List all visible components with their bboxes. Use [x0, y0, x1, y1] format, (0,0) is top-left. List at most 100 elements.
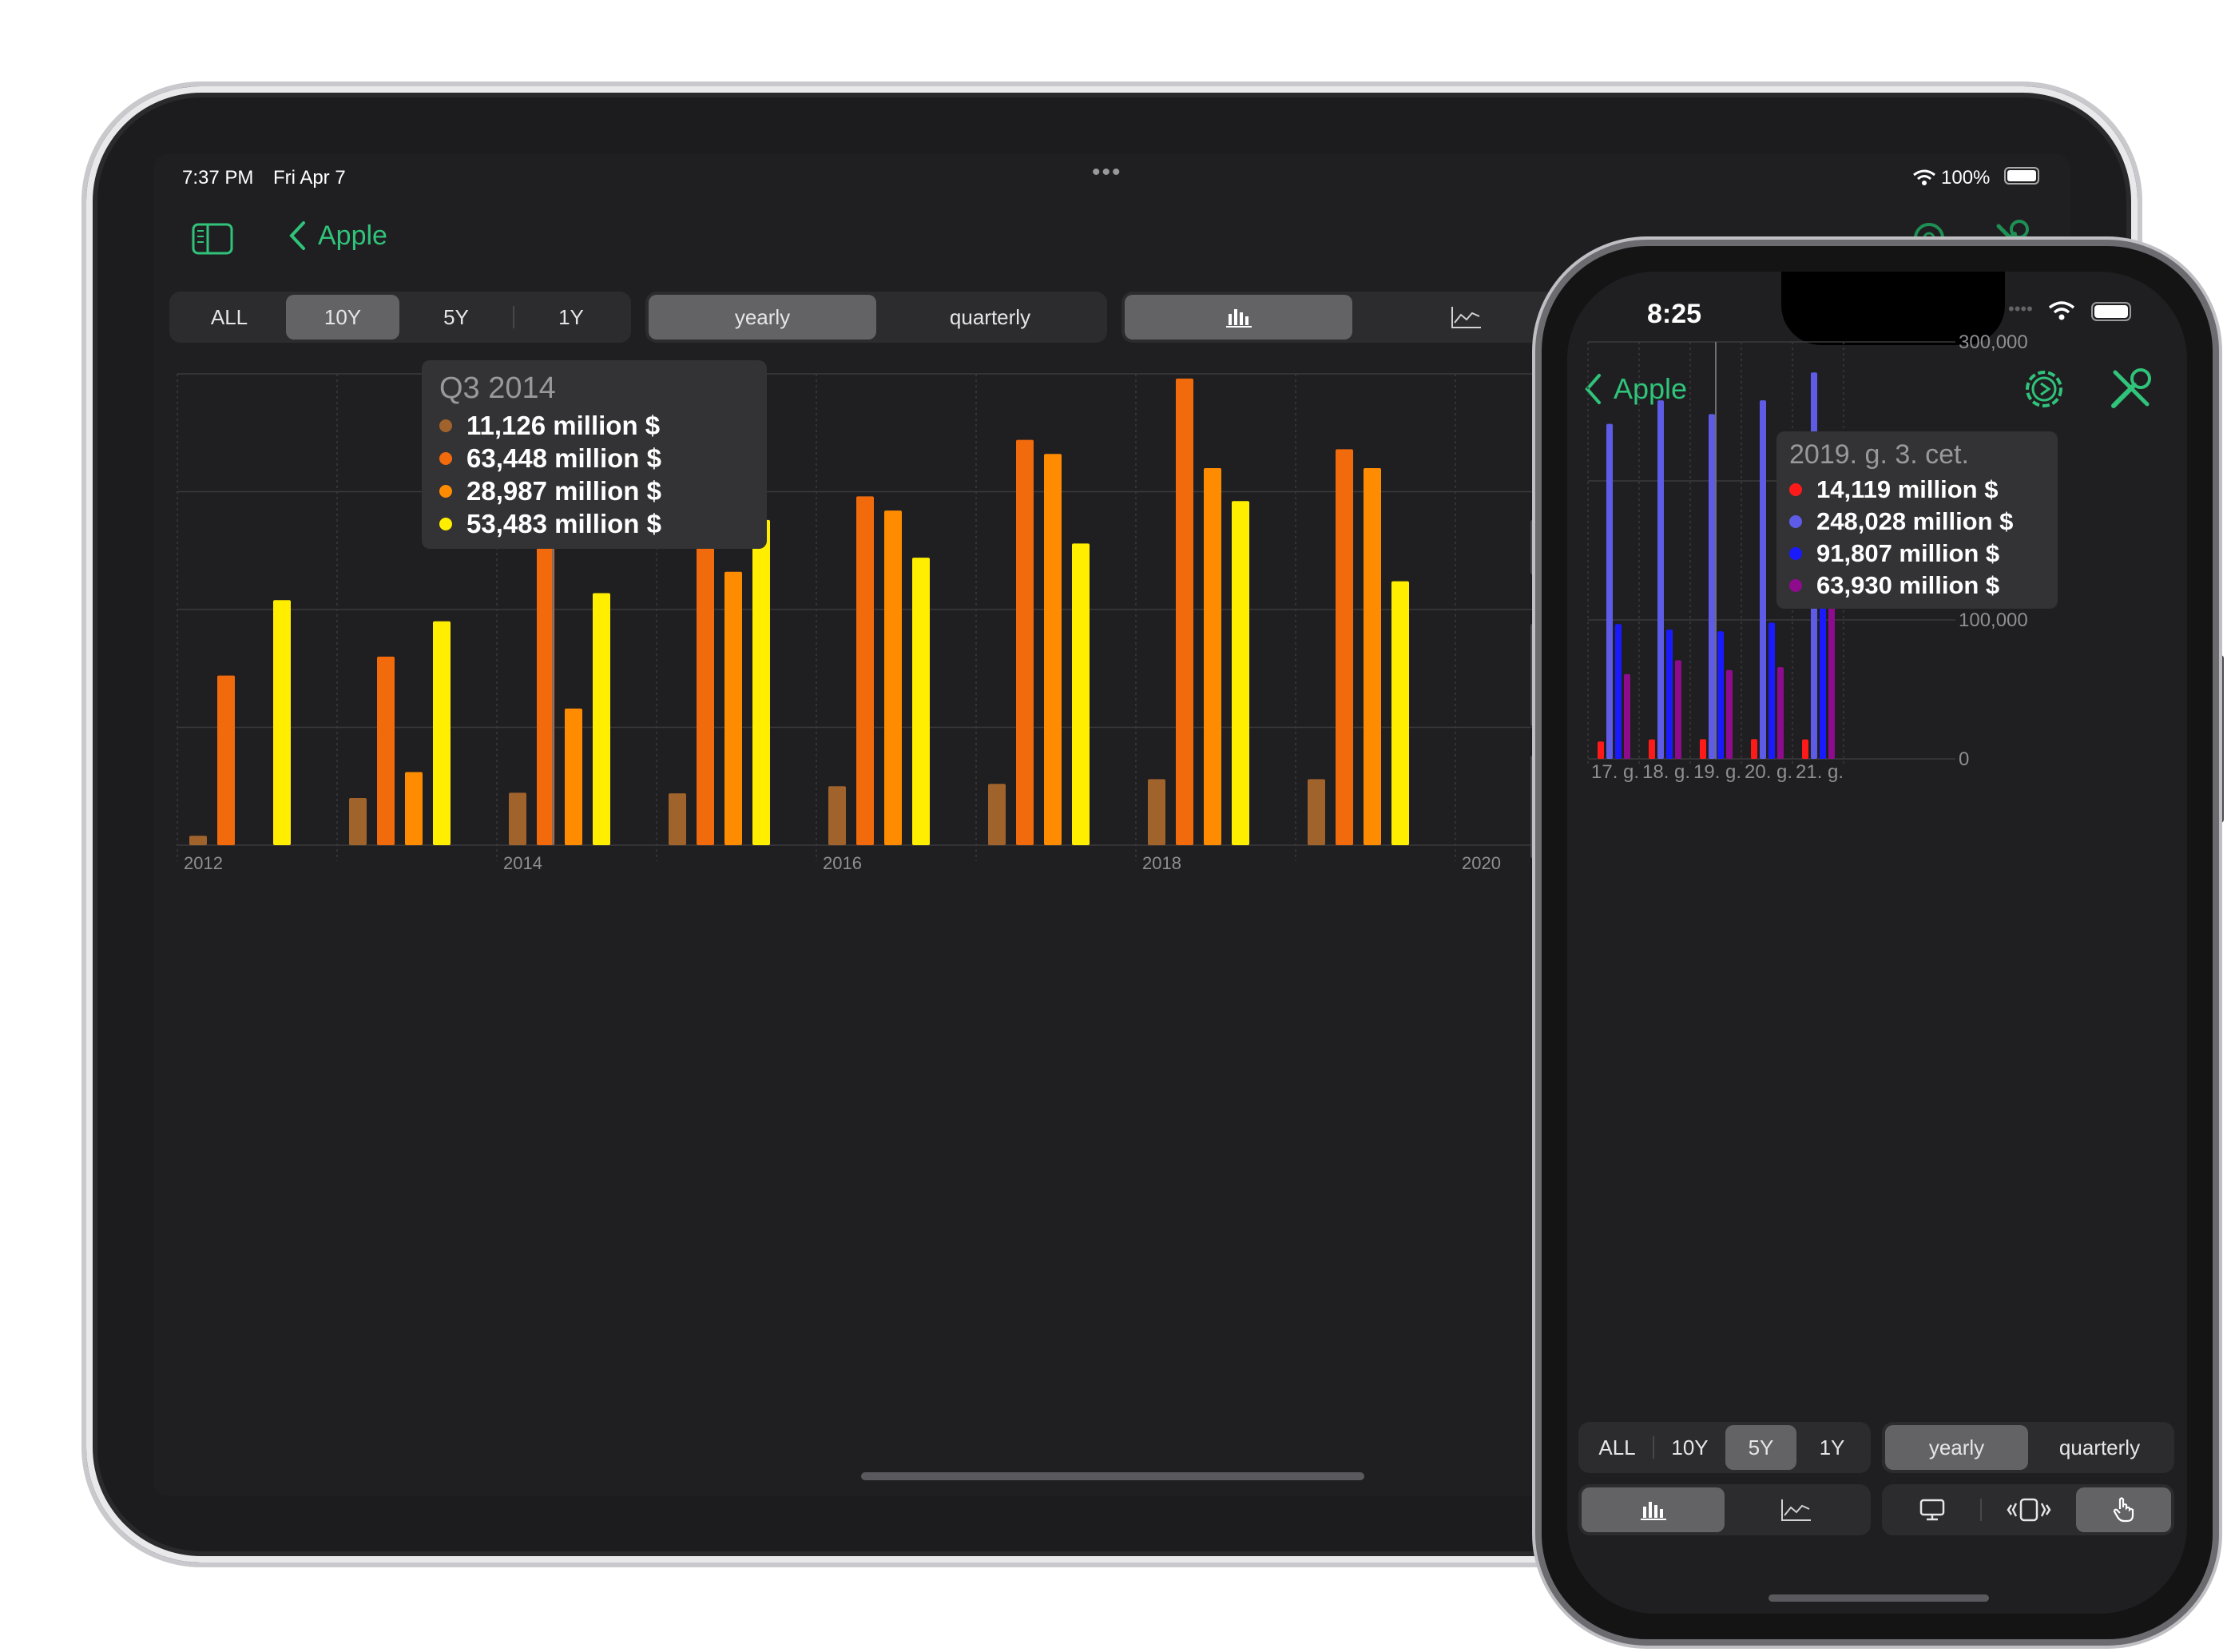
sidebar-toggle-icon[interactable]: [192, 223, 233, 255]
chevron-left-icon: [289, 221, 305, 250]
tooltip-title: Q3 2014: [439, 371, 556, 405]
y-axis-tick-label: 0: [1959, 749, 1969, 770]
range-segment: ALL 10Y 5Y 1Y: [169, 292, 631, 343]
home-indicator[interactable]: [861, 1472, 1364, 1480]
chart-bar: [1828, 607, 1835, 759]
bar-chart-option[interactable]: [1582, 1487, 1725, 1532]
range-option-10y[interactable]: 10Y: [286, 295, 399, 340]
x-axis-tick-label: 2012: [184, 853, 223, 873]
bar-chart-icon: [1640, 1502, 1666, 1520]
chart-bar: [1072, 543, 1090, 845]
battery-icon: [2004, 167, 2039, 185]
chart-bar: [724, 571, 742, 845]
back-button[interactable]: Apple: [288, 220, 387, 252]
back-label: Apple: [1614, 372, 1688, 405]
period-option-yearly[interactable]: yearly: [649, 295, 876, 340]
x-axis-tick-label: 20. g.: [1745, 761, 1792, 783]
chart-bar: [565, 708, 582, 845]
status-date: Fri Apr 7: [273, 167, 346, 189]
tooltip-row: 11,126 million $: [439, 409, 749, 442]
range-option-5y[interactable]: 5Y: [1725, 1425, 1796, 1470]
line-chart-option[interactable]: [1352, 295, 1580, 340]
multitasking-dots[interactable]: •••: [1092, 159, 1122, 185]
period-option-yearly[interactable]: yearly: [1885, 1425, 2028, 1470]
vibrate-icon: [2007, 1498, 2051, 1522]
period-segment: yearly quarterly: [1882, 1422, 2174, 1473]
home-indicator[interactable]: [1768, 1594, 1989, 1602]
tooltip-value: 11,126 million $: [466, 410, 661, 440]
x-axis-tick-label: 2014: [503, 853, 542, 873]
chart-bar: [697, 491, 714, 845]
chart-bar: [1624, 673, 1630, 759]
chart-bar: [593, 593, 610, 845]
range-option-all[interactable]: ALL: [210, 304, 248, 329]
vibrate-option[interactable]: [1982, 1487, 2077, 1532]
range-option-all[interactable]: ALL: [1598, 1435, 1636, 1459]
chart-bar: [988, 784, 1006, 845]
chart-bar: [1717, 631, 1724, 759]
chart-bar: [1204, 468, 1221, 845]
x-axis-tick-label: 2018: [1142, 853, 1181, 873]
tooltip-row: 63,448 million $: [439, 442, 749, 475]
chart-bar: [1657, 400, 1664, 759]
status-time: 8:25: [1647, 299, 1702, 329]
chart-bar: [1820, 607, 1826, 759]
tooltip-row: 28,987 million $: [439, 475, 749, 507]
tooltip-title: 2019. g. 3. cet.: [1789, 439, 1969, 470]
line-chart-option[interactable]: [1725, 1487, 1868, 1532]
series-dot-icon: [1789, 483, 1802, 496]
range-option-1y[interactable]: 1Y: [1819, 1435, 1845, 1459]
tooltip-value: 63,448 million $: [466, 443, 661, 473]
tooltip-row: 63,930 million $: [1789, 570, 2045, 602]
chart-bar: [912, 558, 930, 845]
line-chart-icon: [1451, 307, 1481, 328]
chart-bar: [1768, 622, 1775, 759]
chart-bar: [828, 786, 846, 845]
segment-separator: [1979, 1499, 1982, 1521]
volume-down-button: [1530, 755, 1537, 859]
wifi-icon: [2048, 300, 2075, 325]
chart-bar: [1675, 660, 1681, 759]
hand-pointer-option[interactable]: [2076, 1487, 2172, 1532]
ipad-bar-chart[interactable]: 2012 2014 2016 2018 2020: [153, 154, 2070, 1496]
chart-bar: [669, 793, 686, 845]
chart-bar: [1308, 779, 1325, 845]
chart-bar: [1391, 581, 1409, 845]
chart-bar: [1700, 739, 1706, 759]
segment-separator: [513, 306, 514, 328]
wifi-icon: [1912, 169, 1936, 185]
range-option-1y[interactable]: 1Y: [558, 304, 584, 329]
signal-dots: ••••: [2008, 299, 2033, 319]
tools-icon[interactable]: [2107, 364, 2155, 412]
chart-bar: [1606, 423, 1613, 759]
y-axis-tick-label: 300,000: [1959, 332, 2028, 353]
period-option-quarterly[interactable]: quarterly: [2058, 1435, 2141, 1459]
chart-bar: [273, 600, 291, 845]
battery-icon: [2091, 302, 2131, 321]
chart-type-segment: [1578, 1484, 1871, 1535]
series-dot-icon: [1789, 515, 1802, 528]
chart-bar: [1232, 501, 1249, 845]
chart-type-segment: [1121, 292, 1583, 343]
x-axis-tick-label: 2016: [823, 853, 862, 873]
chart-bar: [405, 772, 423, 845]
bar-chart-option[interactable]: [1125, 295, 1352, 340]
settings-gear-icon[interactable]: [2021, 366, 2067, 412]
bar-chart-icon: [1225, 309, 1252, 328]
chart-bar: [1176, 378, 1193, 845]
tooltip-value: 63,930 million $: [1816, 571, 2000, 599]
chart-bar: [509, 792, 526, 845]
monitor-option[interactable]: [1885, 1487, 1980, 1532]
chart-bar: [1336, 449, 1353, 845]
tooltip-value: 28,987 million $: [466, 475, 661, 506]
range-option-10y[interactable]: 10Y: [1671, 1435, 1709, 1459]
chart-bar: [1726, 669, 1733, 759]
tooltip-value: 91,807 million $: [1816, 539, 2000, 567]
power-button: [2217, 655, 2224, 823]
period-option-quarterly[interactable]: quarterly: [949, 304, 1031, 329]
series-dot-icon: [439, 451, 452, 465]
back-button[interactable]: Apple: [1583, 372, 1687, 406]
chart-bar: [433, 621, 451, 845]
range-option-5y[interactable]: 5Y: [443, 304, 469, 329]
